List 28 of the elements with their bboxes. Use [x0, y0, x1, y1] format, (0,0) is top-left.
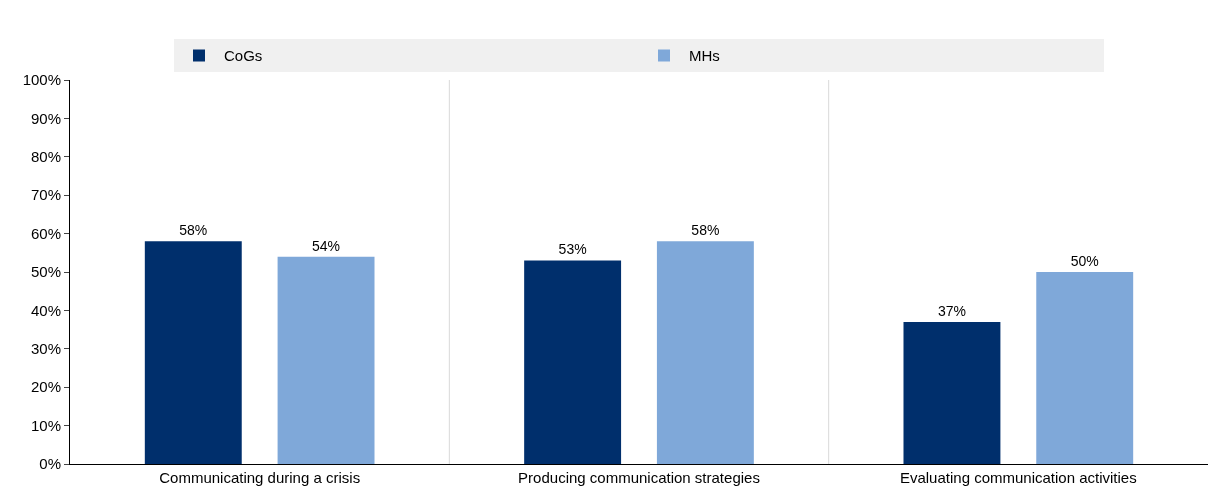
- data-label: 54%: [312, 237, 341, 254]
- y-tick-label: 10%: [30, 416, 61, 434]
- x-tick-label: Communicating during a crisis: [159, 469, 361, 486]
- bar: [524, 260, 622, 464]
- data-label: 53%: [558, 241, 587, 258]
- y-tick-label: 40%: [30, 301, 61, 319]
- legend-label: CoGs: [224, 47, 263, 65]
- data-label: 58%: [179, 222, 208, 239]
- bar: [903, 321, 1001, 464]
- y-tick-label: 70%: [30, 186, 61, 204]
- x-tick-label: Evaluating communication activities: [899, 469, 1137, 486]
- y-tick-label: 0%: [39, 455, 61, 473]
- data-label: 37%: [937, 302, 966, 319]
- bar: [144, 241, 242, 464]
- bar: [1036, 272, 1134, 464]
- y-tick-label: 90%: [30, 109, 61, 127]
- data-label: 58%: [691, 222, 720, 239]
- bar: [656, 241, 754, 464]
- y-tick-label: 30%: [30, 340, 61, 358]
- x-tick-label: Producing communication strategies: [518, 469, 760, 486]
- y-tick-label: 80%: [30, 148, 61, 166]
- y-tick-label: 20%: [30, 378, 61, 396]
- y-tick-label: 60%: [30, 224, 61, 242]
- y-tick-label: 50%: [30, 263, 61, 281]
- bar: [277, 256, 375, 464]
- y-tick-label: 100%: [22, 71, 61, 89]
- data-label: 50%: [1070, 253, 1099, 269]
- legend-label: MHs: [689, 47, 720, 65]
